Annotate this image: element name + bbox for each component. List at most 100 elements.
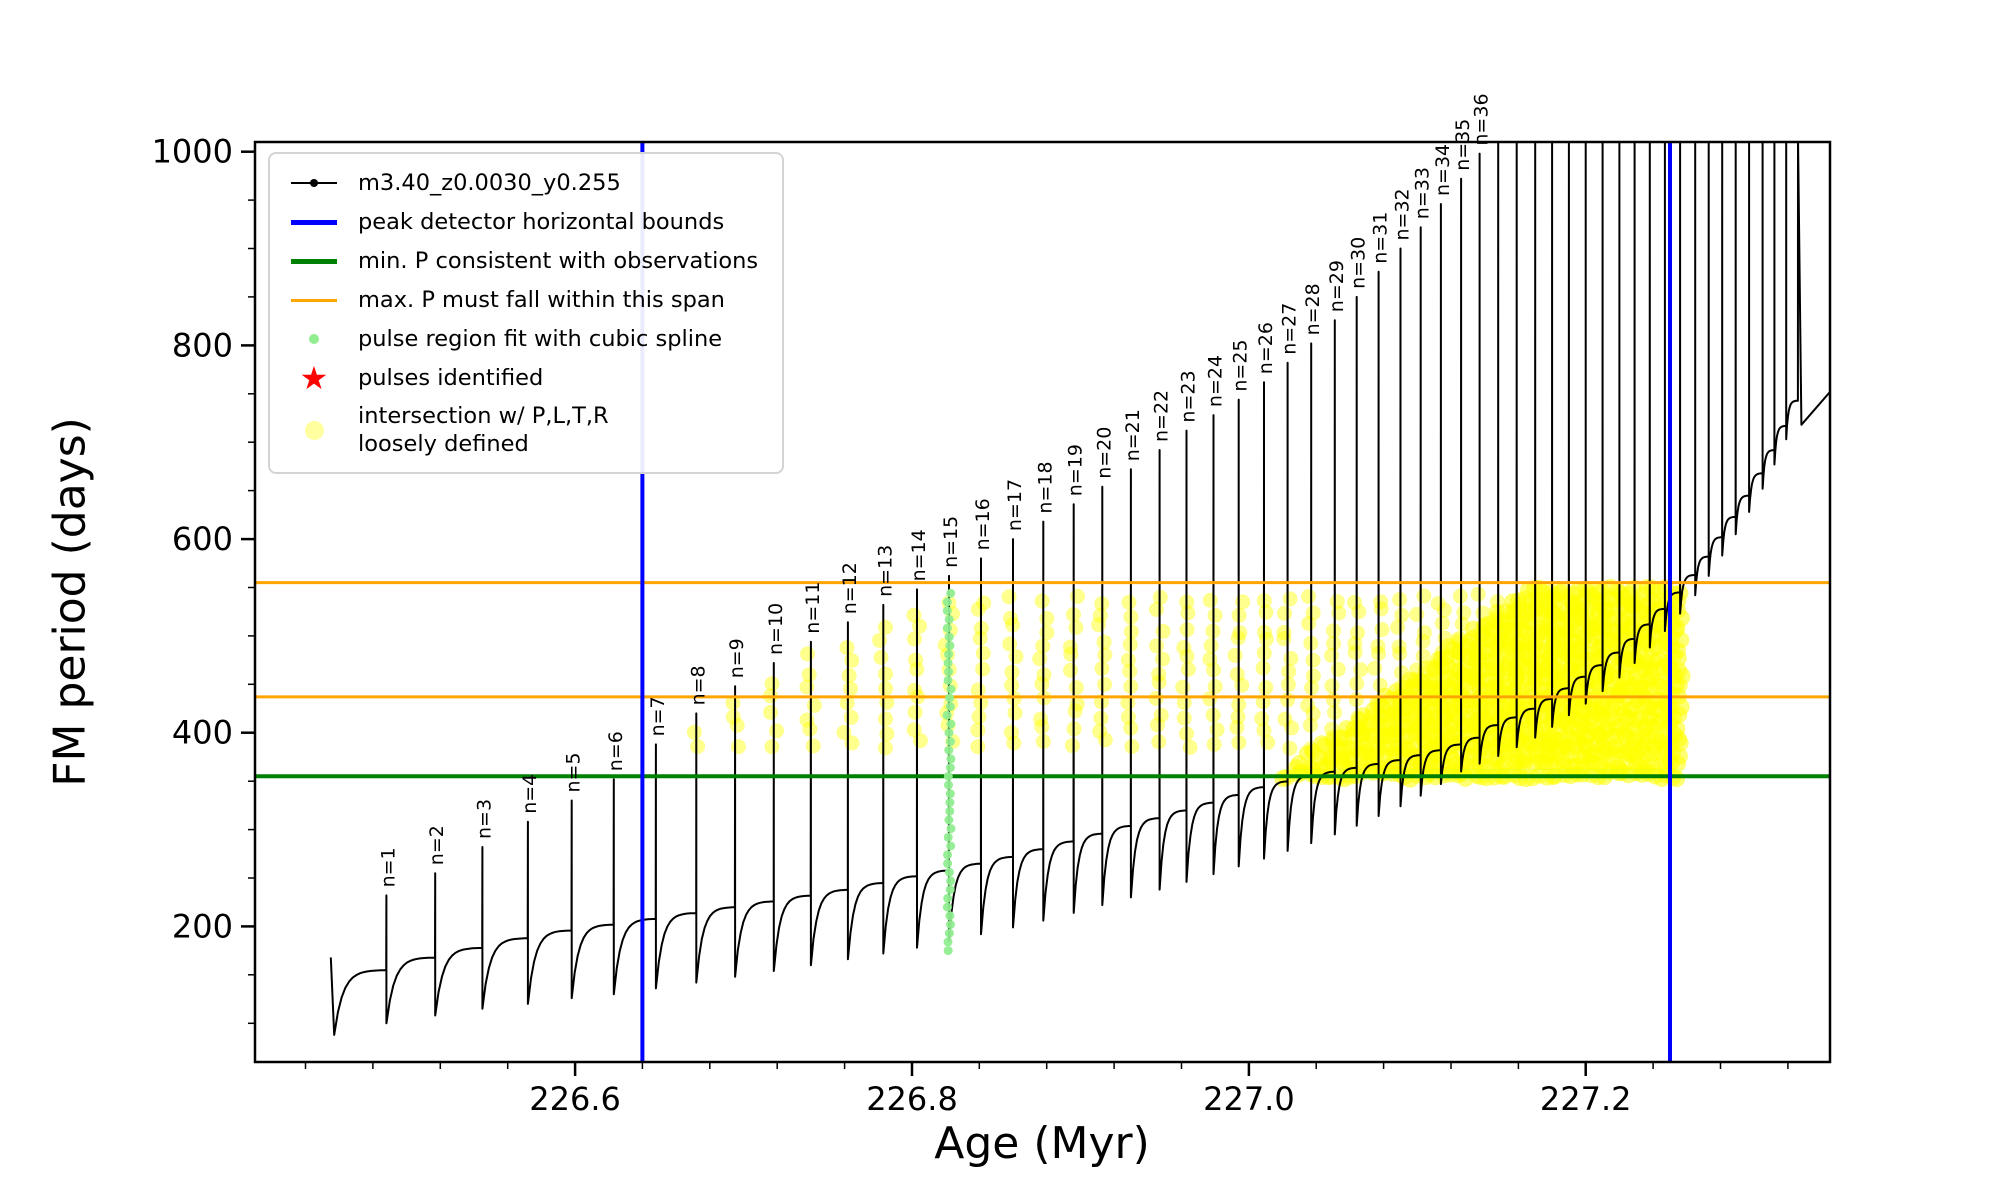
intersection-dot [1034, 676, 1050, 692]
spline-dot [945, 798, 955, 807]
spline-dot [946, 876, 956, 886]
legend-label-min-p: min. P consistent with observations [358, 247, 759, 274]
spline-dot [942, 623, 952, 633]
pulse-label-n15: n=15 [940, 516, 962, 568]
pulse-labels: n=1 n=2 n=3 n=4 n=5 n=6 n=7 n=8 n=9 n=10 n=11 n=12 n… [377, 93, 1492, 887]
spline-dot [944, 667, 954, 677]
intersection-dot [912, 618, 927, 634]
spline-dot [944, 745, 954, 755]
intersection-dot [1326, 623, 1341, 639]
intersection-dot [1007, 705, 1023, 721]
legend: m3.40_z0.0030_y0.255 peak detector horiz… [268, 152, 785, 475]
intersection-dot [1148, 691, 1164, 706]
yellow-dot-icon [286, 415, 342, 445]
intersection-dot [1155, 623, 1171, 639]
spline-dot [943, 675, 953, 685]
intersection-dot [1097, 677, 1113, 692]
legend-entry-max-p: max. P must fall within this span [286, 285, 758, 315]
spline-dot [942, 597, 952, 607]
intersection-dot [1120, 709, 1136, 725]
intersection-dot [1227, 647, 1243, 663]
x-tick-label: 227.0 [1203, 1080, 1295, 1118]
y-tick-label: 600 [172, 520, 233, 558]
intersection-dot [769, 723, 784, 739]
intersection-dot [1175, 679, 1191, 695]
x-tick-label: 226.6 [529, 1080, 621, 1118]
intersection-dot [1209, 722, 1225, 738]
intersection-dot [878, 711, 893, 727]
intersection-dot [1347, 594, 1363, 610]
intersection-dot [1034, 593, 1050, 609]
spline-dot [944, 867, 954, 877]
intersection-dot [1282, 740, 1298, 756]
intersection-dot [1232, 625, 1248, 641]
spline-dot [945, 693, 955, 703]
intersection-dot [764, 739, 780, 755]
pulse-label-n25: n=25 [1230, 339, 1252, 391]
intersection-dot [1415, 633, 1431, 649]
spline-dot [945, 885, 955, 895]
intersection-dot [1258, 631, 1274, 647]
legend-label-spline: pulse region fit with cubic spline [358, 325, 723, 352]
intersection-dot [1305, 605, 1321, 621]
pulse-label-n29: n=29 [1326, 260, 1348, 312]
series-curve [329, 142, 1830, 1036]
intersection-dot [872, 632, 888, 648]
intersection-dot [1434, 615, 1450, 631]
y-tick-label: 400 [172, 714, 233, 752]
spline-dot [943, 850, 952, 860]
intersection-dot [1207, 679, 1223, 695]
legend-line-swatch [291, 219, 337, 225]
spline-dot [945, 702, 955, 712]
spline-dot [943, 859, 953, 868]
pulse-label-n18: n=18 [1034, 461, 1056, 513]
spline-dot [943, 771, 953, 781]
intersection-dot [1415, 648, 1431, 664]
legend-entry-spline: pulse region fit with cubic spline [286, 324, 758, 354]
intersection-dot [971, 709, 987, 725]
pulse-label-n8: n=8 [687, 665, 709, 705]
intersection-dot [1034, 719, 1050, 735]
intersection-dot [1092, 723, 1108, 739]
intersection-dot [1373, 594, 1389, 610]
intersection-dot [1149, 638, 1165, 654]
intersection-dot [878, 681, 894, 697]
intersection-dot [1235, 594, 1251, 610]
red-star-icon: ★ [286, 362, 342, 394]
legend-entry-intersection: intersection w/ P,L,T,R loosely defined [286, 402, 758, 458]
intersection-dot [1258, 680, 1274, 696]
intersection-dot [1254, 711, 1270, 727]
spline-dot [946, 588, 956, 598]
pulse-label-n17: n=17 [1004, 479, 1026, 531]
intersection-dot [970, 739, 986, 755]
spline-dot [946, 841, 956, 851]
intersection-dot [877, 740, 893, 756]
pulse-label-n1: n=1 [377, 847, 399, 887]
intersection-dot [907, 704, 923, 720]
pulse-label-n34: n=34 [1432, 144, 1454, 196]
spline-dot [944, 728, 954, 738]
intersection-dot [1326, 635, 1341, 651]
legend-entry-peak-bounds: peak detector horizontal bounds [286, 207, 758, 237]
series-path [329, 142, 1830, 1036]
intersection-dot [1093, 710, 1109, 726]
legend-line-swatch [291, 298, 337, 302]
intersection-dot [1180, 661, 1196, 677]
spline-dot [942, 902, 952, 912]
intersection-dot [1470, 586, 1486, 602]
orange-line-icon [286, 285, 342, 315]
intersection-dot [1347, 644, 1363, 660]
intersection-dot [878, 666, 893, 682]
intersection-dot [873, 650, 889, 665]
x-tick-label: 227.2 [1540, 1080, 1632, 1118]
intersection-dot [1122, 663, 1138, 679]
spline-dot [946, 754, 956, 764]
y-tick-label: 800 [172, 326, 233, 364]
y-tick-label: 1000 [152, 133, 233, 171]
green-dot-icon [286, 324, 342, 354]
pulse-label-n33: n=33 [1412, 167, 1434, 219]
pulse-label-n4: n=4 [519, 774, 541, 814]
intersection-dot [1121, 594, 1137, 610]
intersection-dot [725, 709, 741, 725]
